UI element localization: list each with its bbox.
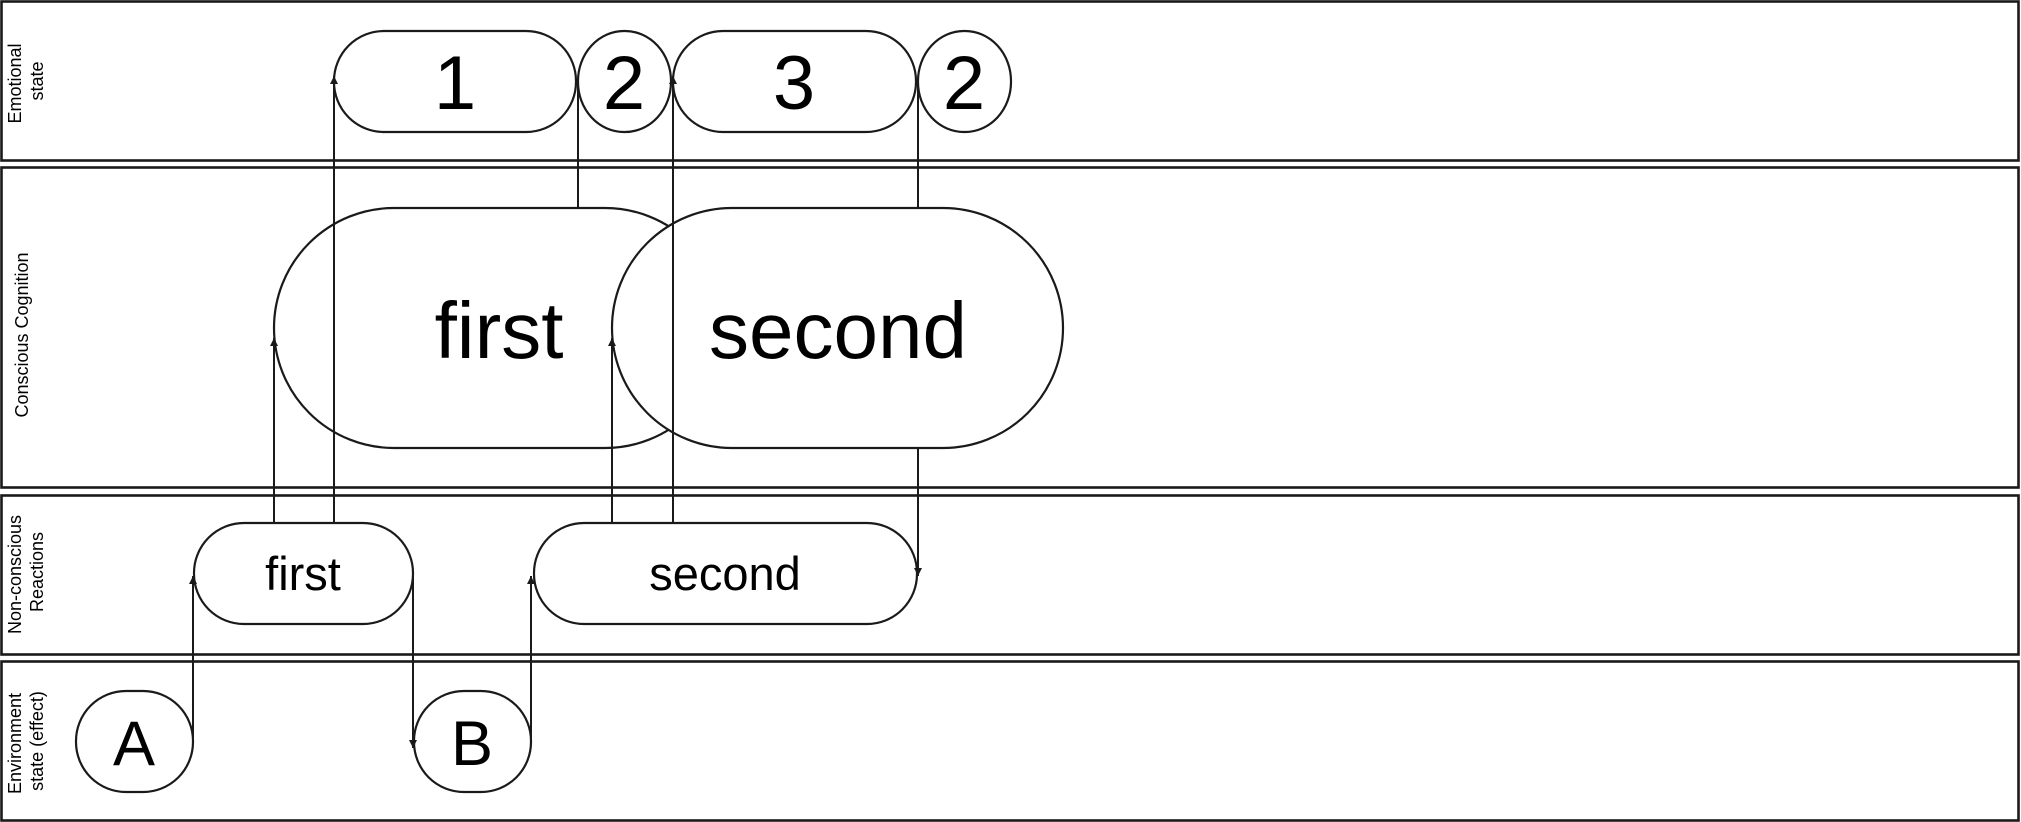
cognition-node-first-label: first <box>435 286 564 375</box>
environment-node-b-label: B <box>451 709 493 779</box>
emotional-node-2a-label: 2 <box>603 41 645 126</box>
emotional-node-3-label: 3 <box>773 41 815 126</box>
reaction-node-second-label: second <box>649 547 801 600</box>
lane-title-non-conscious-reactions: Non-conscious Reactions <box>5 510 47 634</box>
emotional-node-3: 3 <box>671 29 918 134</box>
lane-title-conscious-cognition: Conscious Cognition <box>12 252 32 417</box>
cognition-node-second: second <box>610 206 1065 450</box>
emotional-node-2a: 2 <box>576 29 673 134</box>
reaction-node-first: first <box>192 521 415 626</box>
reaction-node-second: second <box>532 521 919 626</box>
emotional-node-1-label: 1 <box>434 41 476 126</box>
environment-node-b: B <box>412 689 533 794</box>
lane-title-emotional-state: Emotional state <box>5 38 47 123</box>
connectors <box>189 76 922 748</box>
environment-node-a-label: A <box>113 709 155 779</box>
cognition-node-second-label: second <box>709 286 967 375</box>
lane-environment-state: Environment state (effect) <box>0 660 2020 822</box>
lane-title-environment-state: Environment state (effect) <box>5 688 47 794</box>
emotional-node-2b: 2 <box>916 29 1013 134</box>
emotional-node-1: 1 <box>332 29 578 134</box>
reaction-node-first-label: first <box>265 547 341 600</box>
emotional-node-2b-label: 2 <box>943 41 985 126</box>
environment-node-a: A <box>74 689 195 794</box>
